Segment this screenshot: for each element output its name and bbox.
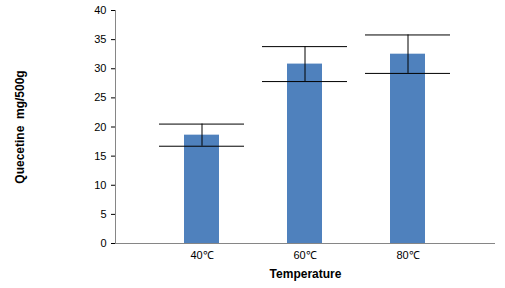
svg-text:40℃: 40℃ xyxy=(190,249,213,261)
svg-text:5: 5 xyxy=(100,208,106,220)
svg-text:0: 0 xyxy=(100,237,106,249)
svg-text:60℃: 60℃ xyxy=(293,249,316,261)
svg-text:Quecetine mg/500g: Quecetine mg/500g xyxy=(13,70,27,183)
svg-text:10: 10 xyxy=(94,179,106,191)
svg-text:40: 40 xyxy=(94,4,106,16)
svg-text:Temperature: Temperature xyxy=(270,267,342,281)
svg-text:35: 35 xyxy=(94,33,106,45)
svg-text:15: 15 xyxy=(94,150,106,162)
svg-text:30: 30 xyxy=(94,62,106,74)
svg-text:25: 25 xyxy=(94,91,106,103)
svg-text:80℃: 80℃ xyxy=(396,249,419,261)
svg-text:20: 20 xyxy=(94,121,106,133)
